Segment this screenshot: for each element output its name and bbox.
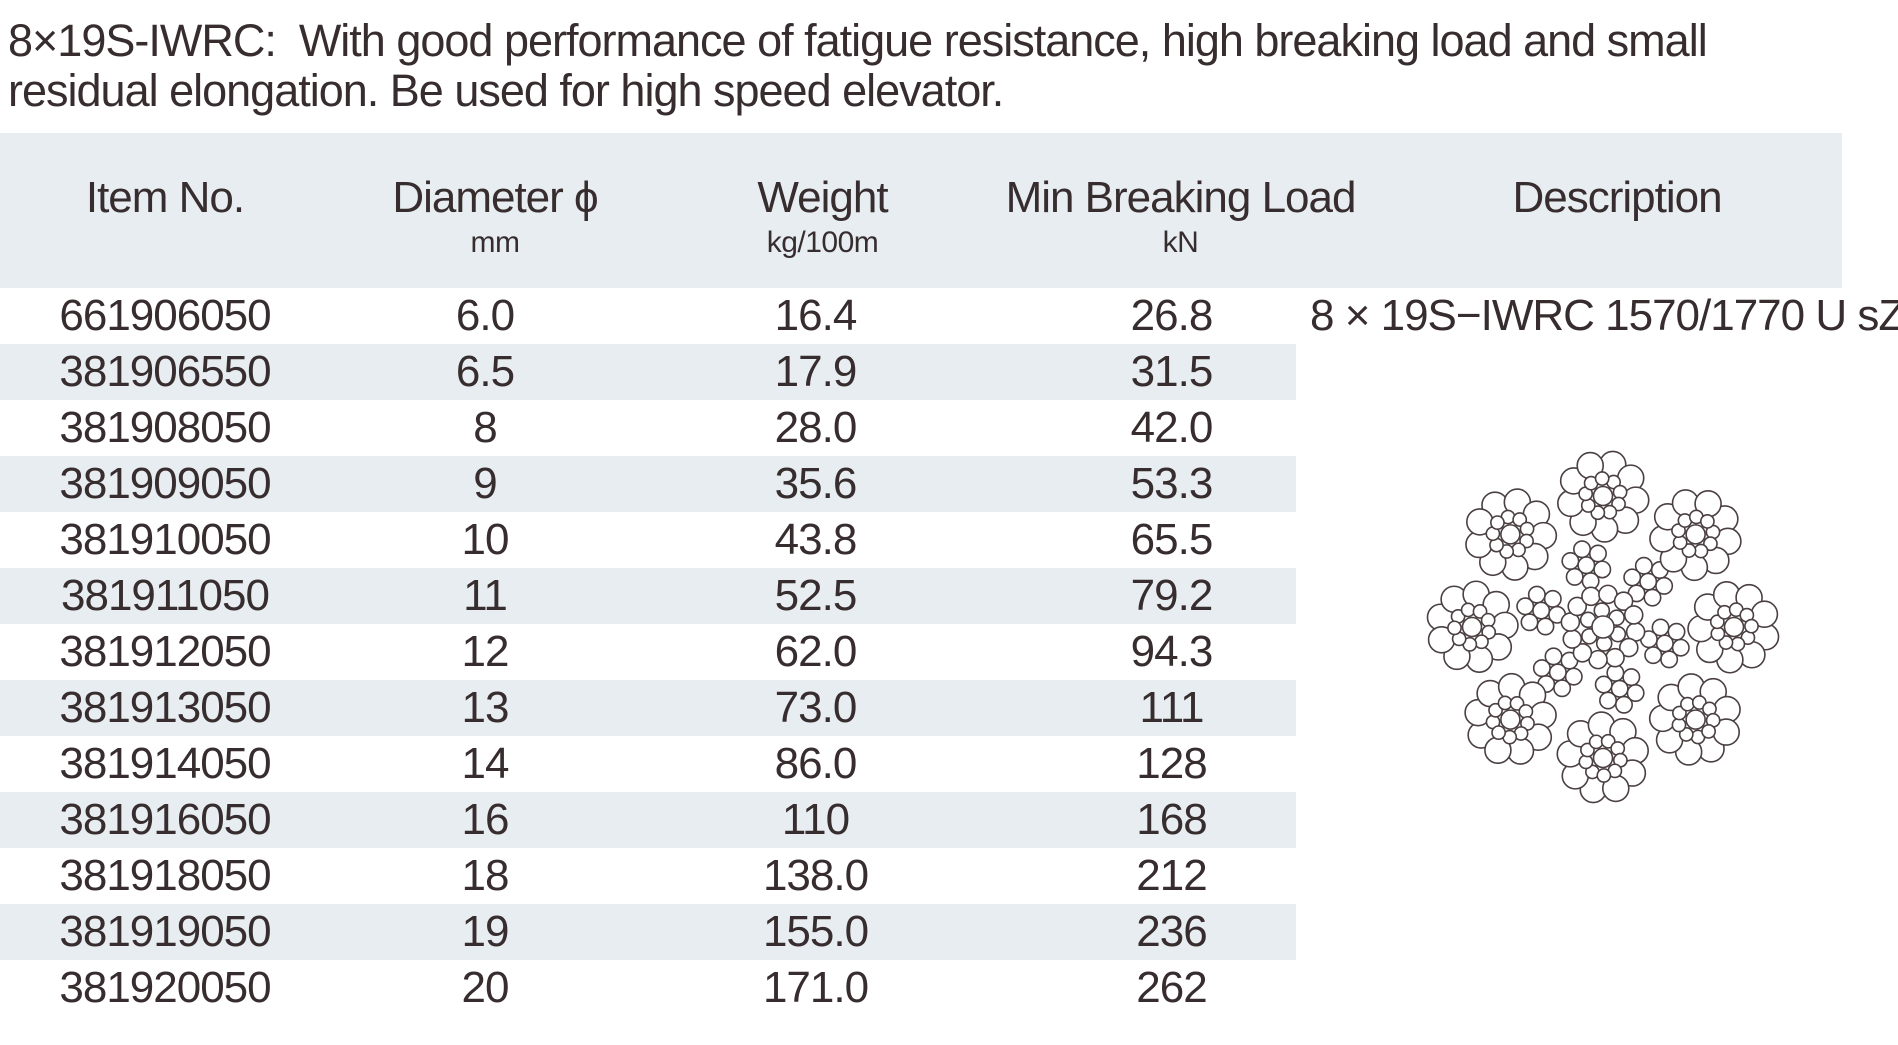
- cell-min-breaking-load: 94.3: [1130, 627, 1214, 676]
- column-header-min-breaking-load: Min Breaking Load kN: [985, 133, 1357, 288]
- table-row: 381909050 9 35.6 53.3: [0, 456, 1898, 512]
- column-unit: kg/100m: [766, 226, 879, 259]
- cell-diameter: 11: [463, 571, 508, 620]
- cell-diameter: 20: [461, 963, 510, 1012]
- cell-item-no: 381910050: [59, 515, 271, 564]
- cell-item-no: 381914050: [59, 739, 271, 788]
- table-row: 381919050 19 155.0 236: [0, 904, 1898, 960]
- cell-min-breaking-load: 31.5: [1130, 347, 1214, 396]
- cell-min-breaking-load: 111: [1139, 683, 1205, 732]
- cell-min-breaking-load: 65.5: [1130, 515, 1214, 564]
- table-row: 381920050 20 171.0 262: [0, 960, 1898, 1016]
- cell-weight: 171.0: [762, 963, 869, 1012]
- table-row: 381914050 14 86.0 128: [0, 736, 1898, 792]
- table-header: Item No. Diameter ϕ mm Weight kg/100m Mi…: [0, 133, 1842, 288]
- cell-diameter: 9: [473, 459, 497, 508]
- cell-item-no: 381918050: [59, 851, 271, 900]
- cell-weight: 52.5: [774, 571, 858, 620]
- column-header-diameter: Diameter ϕ mm: [330, 133, 660, 288]
- cell-diameter: 6.5: [455, 347, 515, 396]
- cell-min-breaking-load: 26.8: [1130, 291, 1214, 340]
- cell-weight: 17.9: [774, 347, 858, 396]
- cell-min-breaking-load: 262: [1136, 963, 1207, 1012]
- table-row: 381918050 18 138.0 212: [0, 848, 1898, 904]
- table-row: 381908050 8 28.0 42.0: [0, 400, 1898, 456]
- table-row: 381910050 10 43.8 65.5: [0, 512, 1898, 568]
- cell-item-no: 381919050: [59, 907, 271, 956]
- cell-description: 8 × 19S−IWRC 1570/1770 U sZ: [1310, 291, 1898, 340]
- cell-weight: 138.0: [762, 851, 869, 900]
- cell-diameter: 10: [461, 515, 510, 564]
- column-header-weight: Weight kg/100m: [660, 133, 985, 288]
- column-header-item-no: Item No.: [0, 133, 330, 288]
- table-row: 381906550 6.5 17.9 31.5: [0, 344, 1898, 400]
- cell-min-breaking-load: 212: [1136, 851, 1207, 900]
- column-label: Description: [1512, 173, 1722, 222]
- column-label: Item No.: [85, 173, 245, 222]
- wire-rope-cross-section-diagram: [1423, 447, 1783, 807]
- column-unit: kN: [1162, 226, 1199, 259]
- column-label: Min Breaking Load: [1005, 173, 1357, 222]
- cell-weight: 28.0: [774, 403, 858, 452]
- cell-diameter: 12: [461, 627, 510, 676]
- intro-line-1: 8×19S-IWRC: With good performance of fat…: [8, 15, 1708, 66]
- cell-diameter: 18: [461, 851, 510, 900]
- cell-item-no: 381916050: [59, 795, 271, 844]
- cell-weight: 110: [781, 795, 850, 844]
- table-row: 381911050 11 52.5 79.2: [0, 568, 1898, 624]
- cell-min-breaking-load: 53.3: [1130, 459, 1214, 508]
- cell-diameter: 6.0: [455, 291, 515, 340]
- table-row: 381913050 13 73.0 111: [0, 680, 1898, 736]
- cell-min-breaking-load: 42.0: [1130, 403, 1214, 452]
- cell-item-no: 381911050: [61, 571, 270, 620]
- cell-diameter: 14: [461, 739, 510, 788]
- column-label: Diameter ϕ: [392, 173, 598, 222]
- cell-item-no: 381908050: [59, 403, 271, 452]
- cell-item-no: 381909050: [59, 459, 271, 508]
- table-body: 661906050 6.0 16.4 26.8 8 × 19S−IWRC 1570/17…: [0, 288, 1898, 1016]
- cell-min-breaking-load: 79.2: [1130, 571, 1214, 620]
- cell-weight: 62.0: [774, 627, 858, 676]
- cell-item-no: 381912050: [59, 627, 271, 676]
- cell-item-no: 381920050: [59, 963, 271, 1012]
- table-row: 381916050 16 110 168: [0, 792, 1898, 848]
- cell-item-no: 661906050: [59, 291, 271, 340]
- cell-min-breaking-load: 128: [1136, 739, 1207, 788]
- cell-diameter: 8: [473, 403, 497, 452]
- cell-weight: 35.6: [774, 459, 858, 508]
- table-row: 381912050 12 62.0 94.3: [0, 624, 1898, 680]
- wire-rope-svg: [1426, 450, 1780, 804]
- cell-min-breaking-load: 168: [1136, 795, 1207, 844]
- intro-line-2: residual elongation. Be used for high sp…: [8, 65, 1004, 116]
- column-unit: mm: [470, 226, 520, 259]
- cell-diameter: 13: [461, 683, 510, 732]
- cell-weight: 73.0: [774, 683, 858, 732]
- cell-weight: 43.8: [774, 515, 858, 564]
- cell-diameter: 16: [461, 795, 510, 844]
- cell-item-no: 381906550: [59, 347, 271, 396]
- intro-text: 8×19S-IWRC: With good performance of fat…: [8, 15, 1708, 116]
- cell-weight: 16.4: [774, 291, 858, 340]
- column-header-description: Description: [1296, 133, 1842, 288]
- cell-min-breaking-load: 236: [1136, 907, 1207, 956]
- cell-item-no: 381913050: [59, 683, 271, 732]
- cell-weight: 155.0: [762, 907, 869, 956]
- table-row: 661906050 6.0 16.4 26.8 8 × 19S−IWRC 1570/17…: [0, 288, 1898, 344]
- cell-weight: 86.0: [774, 739, 858, 788]
- column-label: Weight: [757, 173, 888, 222]
- cell-diameter: 19: [461, 907, 510, 956]
